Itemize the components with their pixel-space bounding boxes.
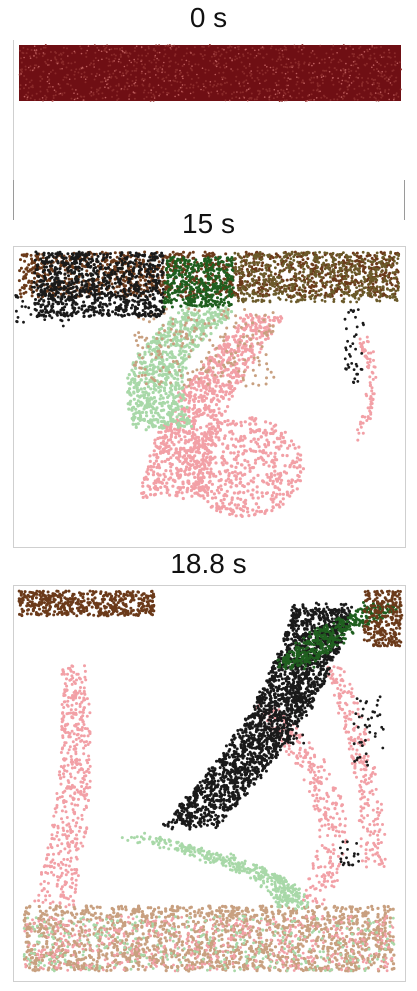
time-label-15s: 15 s bbox=[182, 208, 235, 239]
particle-field-0s bbox=[18, 44, 402, 102]
particle-field-18-8s bbox=[17, 589, 404, 973]
panel-18-8s bbox=[13, 585, 406, 982]
axis-tick bbox=[404, 180, 405, 220]
panel-15s bbox=[13, 246, 406, 548]
panel-0s bbox=[13, 40, 406, 220]
particle-field-15s bbox=[14, 250, 401, 518]
time-label-18-8s: 18.8 s bbox=[170, 548, 247, 579]
time-label-0s: 0 s bbox=[189, 2, 228, 33]
axis-tick bbox=[13, 180, 14, 220]
